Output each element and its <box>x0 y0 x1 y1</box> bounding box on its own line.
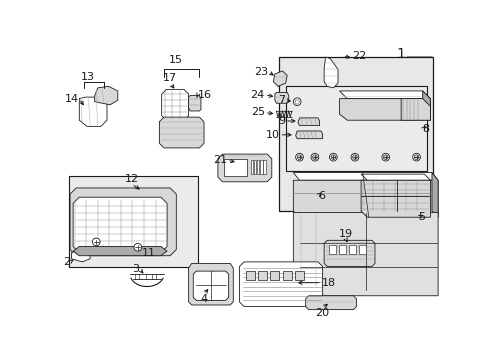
Circle shape <box>350 153 358 161</box>
Circle shape <box>412 153 420 161</box>
Bar <box>257 160 259 174</box>
Bar <box>328 245 336 254</box>
Text: 17: 17 <box>163 73 177 83</box>
Polygon shape <box>79 97 107 126</box>
Text: 13: 13 <box>81 72 95 82</box>
Circle shape <box>381 153 389 161</box>
Text: 14: 14 <box>65 94 79 104</box>
Circle shape <box>312 155 317 159</box>
Polygon shape <box>71 249 90 262</box>
Text: 1: 1 <box>396 47 405 61</box>
Bar <box>245 271 254 280</box>
Text: 11: 11 <box>142 248 155 258</box>
Polygon shape <box>73 197 167 253</box>
Bar <box>263 160 265 174</box>
Text: 12: 12 <box>124 174 139 184</box>
Circle shape <box>134 243 142 251</box>
Bar <box>224 159 246 176</box>
Text: 21: 21 <box>213 155 226 165</box>
Bar <box>282 271 291 280</box>
Polygon shape <box>95 86 118 105</box>
Polygon shape <box>339 91 429 99</box>
Bar <box>260 160 262 174</box>
Circle shape <box>352 155 357 159</box>
Text: 20: 20 <box>315 308 329 318</box>
Text: 9: 9 <box>277 116 285 126</box>
Text: 19: 19 <box>338 229 352 239</box>
Polygon shape <box>70 188 176 256</box>
Circle shape <box>383 155 387 159</box>
Text: 18: 18 <box>321 278 335 288</box>
Polygon shape <box>305 296 356 310</box>
Bar <box>294 271 304 280</box>
Text: 24: 24 <box>250 90 264 100</box>
Polygon shape <box>295 131 322 139</box>
Polygon shape <box>422 91 429 120</box>
Polygon shape <box>431 172 437 217</box>
Polygon shape <box>193 271 228 300</box>
Text: 5: 5 <box>417 212 424 222</box>
Text: 7: 7 <box>277 95 285 105</box>
Polygon shape <box>188 95 201 111</box>
Text: 10: 10 <box>265 130 279 140</box>
Text: 23: 23 <box>253 67 267 77</box>
Polygon shape <box>239 262 322 306</box>
Text: 4: 4 <box>200 294 207 304</box>
Polygon shape <box>324 57 337 88</box>
Bar <box>279 57 432 211</box>
Polygon shape <box>400 99 429 120</box>
Polygon shape <box>297 118 319 126</box>
Bar <box>358 245 366 254</box>
Circle shape <box>330 155 335 159</box>
Bar <box>338 245 346 254</box>
Circle shape <box>293 98 301 105</box>
Text: 8: 8 <box>422 125 429 134</box>
Circle shape <box>413 155 418 159</box>
Polygon shape <box>73 247 167 256</box>
Text: 22: 22 <box>351 50 366 60</box>
Text: 16: 16 <box>198 90 211 100</box>
Text: 2: 2 <box>63 257 70 267</box>
Polygon shape <box>293 213 437 296</box>
Polygon shape <box>293 172 437 180</box>
Bar <box>257 271 266 280</box>
Bar <box>254 160 256 174</box>
Text: 3: 3 <box>132 264 139 274</box>
Polygon shape <box>324 240 374 266</box>
Polygon shape <box>188 264 233 305</box>
Bar <box>250 160 253 174</box>
Polygon shape <box>162 89 188 120</box>
Polygon shape <box>274 93 288 103</box>
Polygon shape <box>360 180 429 217</box>
Text: 25: 25 <box>250 108 264 117</box>
Circle shape <box>92 238 100 246</box>
Bar <box>348 245 356 254</box>
Polygon shape <box>339 99 429 120</box>
Polygon shape <box>360 174 429 180</box>
Text: 6: 6 <box>317 191 325 201</box>
Text: 15: 15 <box>169 55 183 65</box>
Polygon shape <box>159 117 203 148</box>
Bar <box>286 86 427 171</box>
Circle shape <box>297 155 301 159</box>
Circle shape <box>295 153 303 161</box>
Circle shape <box>310 153 318 161</box>
Bar <box>68 176 198 266</box>
Polygon shape <box>293 180 437 217</box>
Circle shape <box>329 153 337 161</box>
Polygon shape <box>218 154 271 182</box>
Bar <box>270 271 279 280</box>
Polygon shape <box>273 71 286 86</box>
